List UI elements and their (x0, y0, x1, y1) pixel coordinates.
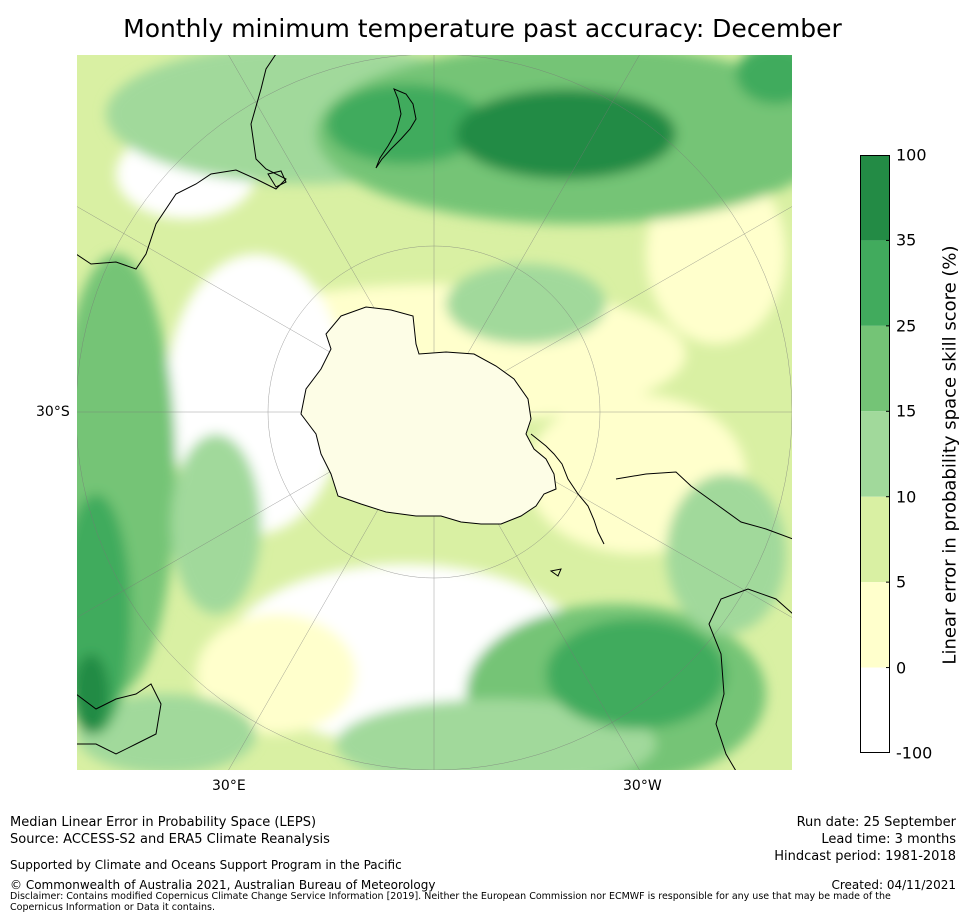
colorbar (860, 155, 890, 753)
lon-label-30e: 30°E (212, 778, 246, 794)
colorbar-label: Linear error in probability space skill … (939, 245, 961, 665)
skill-map (76, 54, 793, 771)
africa-tip (76, 683, 162, 755)
created-date: Created: 04/11/2021 (831, 878, 956, 892)
colorbar-bin (860, 240, 890, 326)
antarctic-peninsula (530, 433, 605, 545)
lead-time: Lead time: 3 months (821, 832, 956, 847)
colorbar-bin (860, 582, 890, 668)
disclaimer: Disclaimer: Contains modified Copernicus… (10, 891, 891, 913)
colorbar-frame (860, 155, 890, 753)
colorbar-tick-label: 35 (896, 230, 917, 250)
colorbar-tick-label: 0 (896, 658, 907, 678)
copyright: © Commonwealth of Australia 2021, Austra… (10, 878, 436, 892)
footer-description: Median Linear Error in Probability Space… (10, 814, 330, 848)
australia-coast (76, 54, 287, 270)
colorbar-tick-label: 5 (896, 572, 907, 592)
south-america-coast (615, 471, 793, 540)
colorbar-bin (860, 325, 890, 412)
colorbar-bin (860, 411, 890, 497)
colorbar-tick-label: 15 (896, 401, 917, 421)
colorbar-bin (860, 667, 890, 753)
skill-field (76, 54, 793, 771)
lon-label-30w: 30°W (623, 778, 662, 794)
tasmania (267, 170, 287, 188)
colorbar-tick-label: 10 (896, 487, 917, 507)
hindcast-period: Hindcast period: 1981-2018 (774, 849, 956, 864)
colorbar-bin (860, 496, 890, 583)
falklands (549, 568, 562, 577)
south-america-east (708, 588, 793, 771)
footer-run-info: Run date: 25 September Lead time: 3 mont… (774, 814, 956, 865)
chart-title: Monthly minimum temperature past accurac… (123, 14, 842, 43)
colorbar-bin (860, 155, 890, 241)
antarctica-coast (300, 306, 557, 525)
colorbar-tick-label: 25 (896, 316, 917, 336)
support-note: Supported by Climate and Oceans Support … (10, 858, 402, 872)
leps-description: Median Linear Error in Probability Space… (10, 815, 317, 830)
lat-label-30s: 30°S (36, 404, 70, 420)
data-source: Source: ACCESS-S2 and ERA5 Climate Reana… (10, 832, 330, 847)
colorbar-tick-label: 100 (896, 145, 927, 165)
new-zealand (375, 88, 417, 169)
coastlines (76, 54, 793, 771)
colorbar-tick-label: -100 (896, 743, 933, 763)
run-date: Run date: 25 September (796, 815, 956, 830)
